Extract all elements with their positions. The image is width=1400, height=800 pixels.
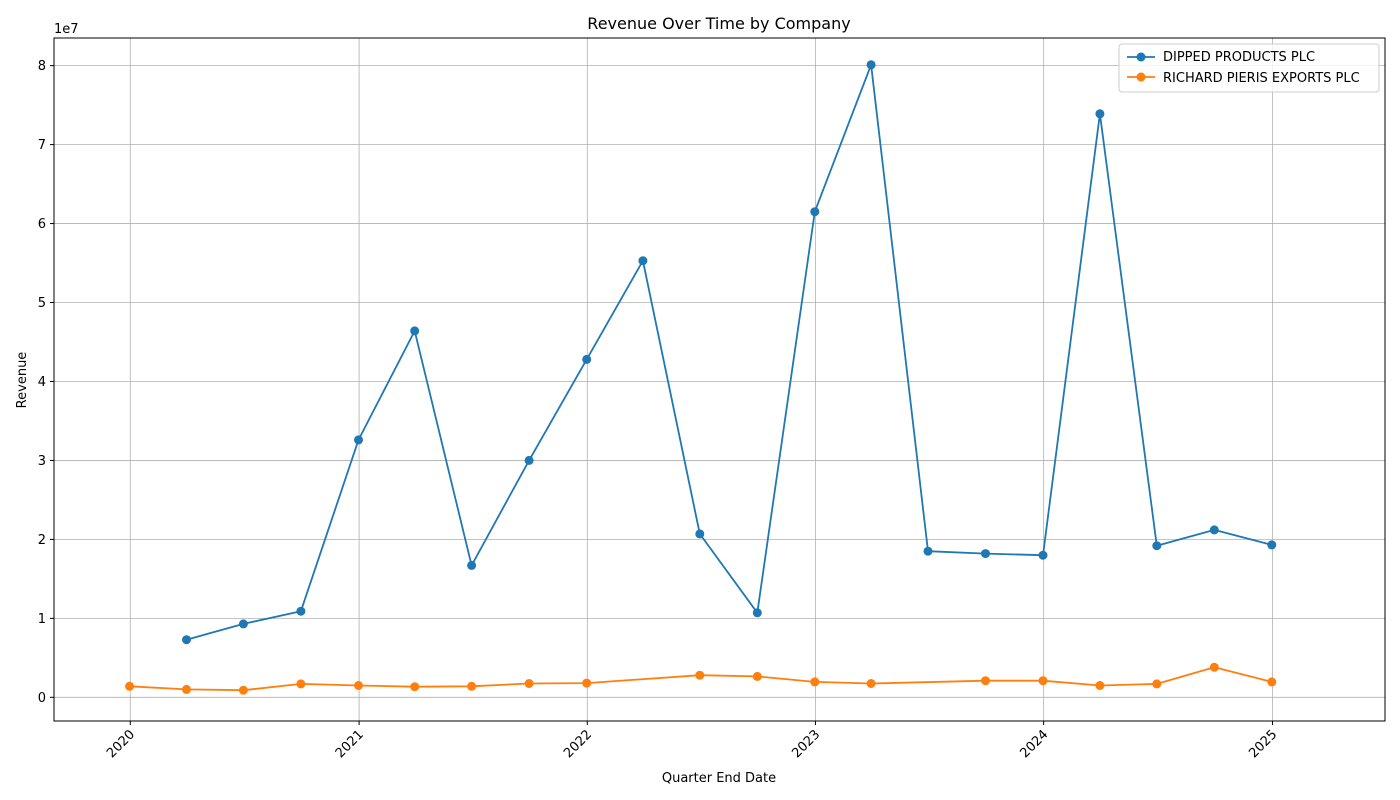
data-point <box>752 671 762 681</box>
data-point <box>695 670 705 680</box>
legend-swatch-marker <box>1136 72 1146 82</box>
x-tick-label: 2024 <box>1017 727 1051 761</box>
y-tick-label: 0 <box>38 691 46 706</box>
data-point <box>1095 681 1105 690</box>
data-point <box>1267 540 1277 550</box>
data-point <box>923 546 933 556</box>
legend: DIPPED PRODUCTS PLC RICHARD PIERIS EXPOR… <box>1118 43 1380 93</box>
data-point <box>524 679 534 688</box>
data-point <box>524 455 534 465</box>
y-offset-label: 1e7 <box>54 22 79 37</box>
data-point <box>695 529 705 539</box>
y-tick-label: 5 <box>38 296 46 311</box>
data-point <box>354 435 363 445</box>
legend-label-richard-pieris: RICHARD PIERIS EXPORTS PLC <box>1163 71 1360 86</box>
series-layer <box>125 60 1277 695</box>
y-tick-label: 7 <box>38 138 46 153</box>
x-tick-label: 2025 <box>1246 727 1280 761</box>
data-point <box>296 606 306 616</box>
legend-entry-dipped: DIPPED PRODUCTS PLC <box>1127 50 1315 65</box>
x-tick-label: 2021 <box>333 727 367 761</box>
data-point <box>810 677 820 687</box>
y-axis-label: Revenue <box>15 352 30 409</box>
data-point <box>582 678 592 688</box>
legend-label-dipped: DIPPED PRODUCTS PLC <box>1163 50 1315 65</box>
data-point <box>1152 541 1162 551</box>
data-point <box>182 684 191 694</box>
x-tick-label: 2020 <box>104 727 138 761</box>
data-point <box>1038 676 1048 686</box>
y-tick-label: 4 <box>38 375 46 390</box>
chart-title: Revenue Over Time by Company <box>587 14 850 33</box>
data-point <box>467 560 477 570</box>
data-point <box>1209 662 1219 672</box>
data-point <box>1038 550 1048 560</box>
data-point <box>752 608 762 618</box>
data-point <box>1267 677 1277 687</box>
data-point <box>810 207 820 217</box>
data-point <box>981 676 990 686</box>
series-0 <box>182 60 1277 645</box>
y-tick-label: 6 <box>38 217 46 232</box>
data-point <box>410 682 420 692</box>
data-point <box>125 681 135 691</box>
data-point <box>238 619 248 629</box>
x-axis-label: Quarter End Date <box>662 771 776 786</box>
data-point <box>410 326 420 336</box>
x-tick-label: 2022 <box>561 727 595 761</box>
grid-layer <box>54 38 1385 721</box>
y-tick-label: 2 <box>38 533 46 548</box>
series-1 <box>125 662 1277 695</box>
data-point <box>981 549 990 559</box>
y-tick-label: 1 <box>38 612 46 627</box>
data-point <box>1152 679 1162 689</box>
data-point <box>866 679 876 688</box>
data-point <box>182 635 191 645</box>
plot-frame <box>53 37 1386 722</box>
series-line <box>186 63 1273 641</box>
legend-box <box>1118 43 1380 93</box>
data-point <box>354 681 363 690</box>
data-point <box>866 60 876 70</box>
y-tick-label: 8 <box>38 59 46 74</box>
data-point <box>1209 525 1219 535</box>
data-point <box>296 679 306 689</box>
data-point <box>1095 109 1105 119</box>
data-point <box>467 681 477 691</box>
data-point <box>238 685 248 695</box>
legend-swatch-marker <box>1136 52 1146 62</box>
x-tick-label: 2023 <box>789 727 823 761</box>
data-point <box>582 354 592 364</box>
data-point <box>638 256 648 266</box>
legend-entry-richard-pieris: RICHARD PIERIS EXPORTS PLC <box>1127 71 1360 86</box>
y-tick-label: 3 <box>38 454 46 469</box>
